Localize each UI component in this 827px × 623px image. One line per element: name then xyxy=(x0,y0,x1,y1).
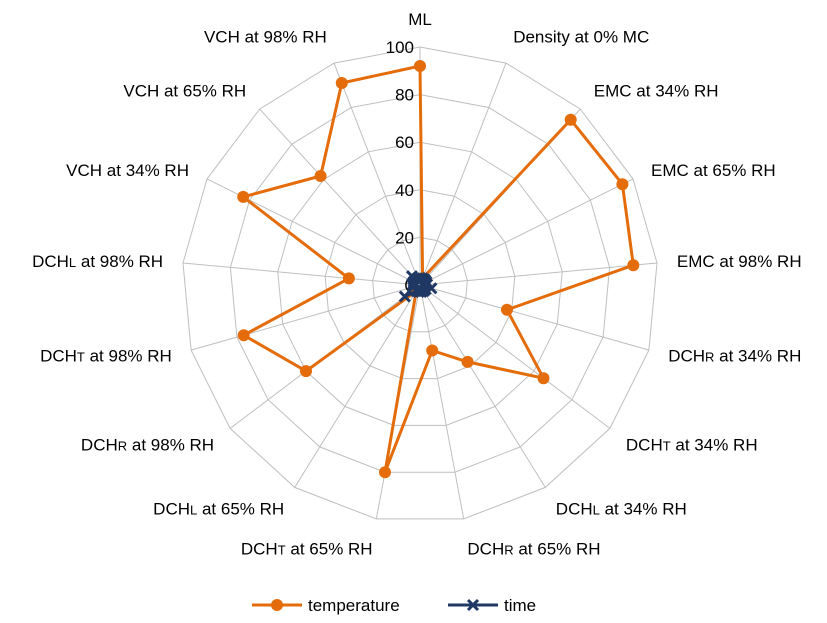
category-label-vch-at-65-rh: VCH at 65% RH xyxy=(123,81,246,100)
category-label-emc-at-65-rh: EMC at 65% RH xyxy=(651,161,776,180)
point-temperature-dchr-at-98-rh xyxy=(300,365,312,378)
category-label-density-at-0-mc: Density at 0% MC xyxy=(513,27,649,46)
category-label-dcht-at-34-rh: DCHT at 34% RH xyxy=(626,436,758,455)
category-label-dchr-at-98-rh: DCHR at 98% RH xyxy=(81,436,214,455)
radar-grid xyxy=(182,46,658,520)
tick-label-100: 100 xyxy=(386,38,414,57)
category-label-dcht-at-65-rh: DCHT at 65% RH xyxy=(241,540,373,559)
point-temperature-dcht-at-34-rh xyxy=(537,372,550,385)
category-label-emc-at-34-rh: EMC at 34% RH xyxy=(594,81,719,100)
category-label-dchr-at-65-rh: DCHR at 65% RH xyxy=(467,540,600,559)
point-temperature-emc-at-98-rh xyxy=(627,259,640,272)
category-label-ml: ML xyxy=(408,10,432,29)
data-series xyxy=(237,60,640,479)
tick-label-60: 60 xyxy=(395,133,414,152)
series-line-temperature xyxy=(241,64,635,474)
series-temperature xyxy=(237,60,640,479)
point-temperature-vch-at-34-rh xyxy=(237,190,250,203)
spoke-vch-at-65-rh xyxy=(259,108,421,286)
series-time xyxy=(398,270,438,303)
category-label-dchr-at-34-rh: DCHR at 34% RH xyxy=(668,347,801,366)
spoke-dcht-at-98-rh xyxy=(190,284,421,351)
point-temperature-emc-at-65-rh xyxy=(616,178,629,191)
tick-label-20: 20 xyxy=(395,228,414,247)
point-temperature-vch-at-98-rh xyxy=(335,77,348,89)
category-label-dchl-at-98-rh: DCHL at 98% RH xyxy=(32,252,163,271)
point-temperature-dchr-at-65-rh xyxy=(426,344,439,357)
spoke-dchl-at-34-rh xyxy=(419,284,546,488)
tick-label-80: 80 xyxy=(395,86,414,105)
grid-ring-20 xyxy=(372,236,468,333)
point-time-dchr-at-98-rh xyxy=(398,290,411,303)
category-label-vch-at-98-rh: VCH at 98% RH xyxy=(204,27,327,46)
category-label-dchl-at-34-rh: DCHL at 34% RH xyxy=(556,499,687,518)
spoke-vch-at-98-rh xyxy=(333,62,421,286)
point-temperature-dcht-at-65-rh xyxy=(379,466,391,479)
legend-marker-temperature xyxy=(271,599,283,611)
legend-marker-time xyxy=(466,598,480,612)
spoke-emc-at-65-rh xyxy=(419,178,634,286)
legend: temperature time xyxy=(252,596,536,615)
spoke-dchl-at-65-rh xyxy=(294,284,421,488)
category-label-emc-at-98-rh: EMC at 98% RH xyxy=(677,252,802,271)
point-temperature-vch-at-65-rh xyxy=(314,170,327,182)
category-label-vch-at-34-rh: VCH at 34% RH xyxy=(66,161,189,180)
point-temperature-dchr-at-34-rh xyxy=(501,303,513,316)
point-temperature-dcht-at-98-rh xyxy=(237,329,250,342)
grid-ring-80 xyxy=(229,94,611,473)
spoke-emc-at-98-rh xyxy=(419,262,658,286)
spoke-dchr-at-34-rh xyxy=(419,284,650,351)
spoke-dcht-at-34-rh xyxy=(419,284,611,429)
spoke-dchr-at-65-rh xyxy=(419,284,465,519)
tick-label-40: 40 xyxy=(395,181,414,200)
category-label-dcht-at-98-rh: DCHT at 98% RH xyxy=(40,347,172,366)
grid-ring-100 xyxy=(182,46,658,520)
grid-ring-60 xyxy=(277,141,563,426)
point-temperature-dchl-at-98-rh xyxy=(342,272,355,285)
spoke-density-at-0-mc xyxy=(419,62,507,286)
point-time-vch-at-98-rh xyxy=(411,272,424,285)
point-temperature-emc-at-34-rh xyxy=(564,113,577,126)
legend-label-temperature: temperature xyxy=(308,596,400,615)
category-labels: ML Density at 0% MC EMC at 34% RH EMC at 65… xyxy=(32,10,802,559)
spoke-dchl-at-98-rh xyxy=(182,262,421,286)
legend-item-temperature: temperature xyxy=(252,596,400,615)
legend-label-time: time xyxy=(504,596,536,615)
point-temperature-dchl-at-34-rh xyxy=(461,355,474,368)
legend-item-time: time xyxy=(448,596,536,615)
point-temperature-ml xyxy=(414,60,426,72)
category-label-dchl-at-65-rh: DCHL at 65% RH xyxy=(153,499,284,518)
